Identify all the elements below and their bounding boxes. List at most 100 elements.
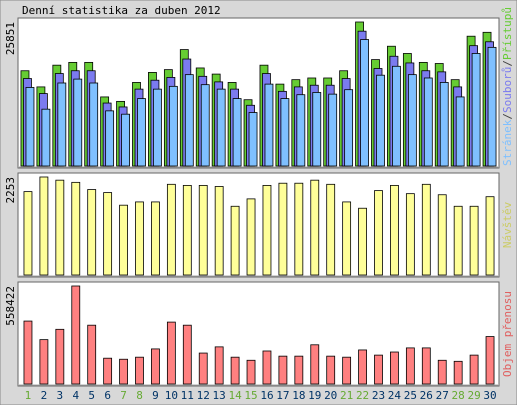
y-max-label: 25851 bbox=[4, 22, 17, 55]
bar bbox=[182, 324, 192, 385]
panel bbox=[17, 281, 500, 387]
bar bbox=[342, 356, 352, 385]
bar bbox=[360, 39, 369, 167]
bar bbox=[278, 182, 288, 276]
bar bbox=[41, 108, 51, 167]
x-tick-label: 20 bbox=[324, 389, 337, 402]
x-tick-label: 10 bbox=[165, 389, 178, 402]
x-tick-label: 13 bbox=[213, 389, 226, 402]
y-max-label: 2253 bbox=[4, 177, 17, 204]
bar bbox=[57, 82, 67, 167]
bar bbox=[294, 355, 304, 385]
x-tick-label: 14 bbox=[228, 389, 242, 402]
bar bbox=[485, 336, 495, 385]
bar bbox=[55, 179, 65, 276]
bar bbox=[119, 358, 128, 385]
bar bbox=[310, 179, 320, 276]
x-tick-label: 18 bbox=[292, 389, 305, 402]
x-tick-label: 30 bbox=[483, 389, 496, 402]
bar bbox=[376, 74, 385, 167]
bar bbox=[55, 328, 65, 385]
y-max-label: 558422 bbox=[4, 286, 17, 326]
bar bbox=[182, 184, 192, 276]
panel bbox=[17, 17, 500, 169]
bar bbox=[87, 189, 97, 276]
legend: Stránek/Souborů/Přístupů bbox=[501, 7, 514, 166]
x-tick-label: 19 bbox=[308, 389, 321, 402]
bar bbox=[421, 183, 431, 276]
x-tick-label: 8 bbox=[136, 389, 143, 402]
legend-separator: / bbox=[501, 60, 514, 67]
bar bbox=[328, 93, 338, 167]
bar bbox=[135, 201, 144, 276]
bar bbox=[487, 46, 497, 167]
bar bbox=[312, 92, 322, 167]
x-tick-label: 9 bbox=[152, 389, 159, 402]
x-tick-label: 11 bbox=[181, 389, 194, 402]
bar bbox=[89, 82, 99, 167]
bar bbox=[71, 181, 81, 276]
bar bbox=[310, 344, 320, 385]
bar bbox=[405, 347, 415, 385]
bar bbox=[166, 183, 176, 276]
x-tick-label: 29 bbox=[467, 389, 480, 402]
bar bbox=[39, 339, 49, 385]
x-tick-label: 26 bbox=[420, 389, 433, 402]
bar bbox=[358, 349, 367, 385]
bar bbox=[73, 78, 83, 167]
series-label: Návštěv bbox=[501, 201, 514, 248]
bar bbox=[280, 98, 290, 167]
bar bbox=[374, 190, 383, 276]
bar bbox=[198, 352, 208, 385]
bar bbox=[214, 346, 224, 385]
bar bbox=[121, 113, 130, 167]
bar bbox=[437, 194, 447, 276]
legend-entry: Stránek bbox=[501, 119, 514, 166]
x-tick-label: 22 bbox=[356, 389, 369, 402]
bar bbox=[230, 205, 240, 276]
bar bbox=[407, 74, 417, 167]
x-tick-label: 4 bbox=[72, 389, 79, 402]
bar bbox=[246, 359, 256, 385]
bar bbox=[262, 184, 272, 276]
bar bbox=[25, 87, 35, 167]
bar bbox=[23, 320, 33, 385]
bar bbox=[405, 193, 415, 276]
bar bbox=[390, 184, 399, 276]
x-tick-label: 12 bbox=[197, 389, 210, 402]
bar bbox=[151, 201, 160, 276]
bar bbox=[153, 88, 162, 167]
legend-entry: Přístupů bbox=[501, 7, 514, 60]
bar bbox=[232, 98, 242, 167]
bar bbox=[87, 324, 97, 385]
bar bbox=[421, 347, 431, 385]
x-tick-label: 25 bbox=[404, 389, 417, 402]
bar bbox=[230, 356, 240, 385]
bar bbox=[103, 192, 113, 276]
bar bbox=[23, 191, 33, 276]
x-tick-label: 15 bbox=[244, 389, 257, 402]
bar bbox=[453, 360, 463, 385]
series-label: Objem přenosu bbox=[501, 291, 514, 377]
x-tick-label: 6 bbox=[104, 389, 111, 402]
bar bbox=[342, 201, 352, 276]
bar bbox=[39, 176, 49, 276]
bar bbox=[471, 53, 481, 167]
bar bbox=[168, 85, 178, 167]
x-tick-label: 17 bbox=[276, 389, 289, 402]
bar bbox=[439, 82, 449, 167]
bar bbox=[71, 285, 81, 385]
x-tick-label: 16 bbox=[260, 389, 273, 402]
x-tick-label: 3 bbox=[57, 389, 64, 402]
legend-separator: / bbox=[501, 113, 514, 120]
x-tick-label: 7 bbox=[120, 389, 127, 402]
bar bbox=[166, 321, 176, 385]
x-tick-label: 1 bbox=[25, 389, 32, 402]
bar bbox=[453, 205, 463, 276]
bar bbox=[248, 112, 258, 167]
bar bbox=[135, 356, 144, 385]
x-tick-label: 28 bbox=[452, 389, 465, 402]
x-tick-label: 24 bbox=[388, 389, 402, 402]
chart-title: Denní statistika za duben 2012 bbox=[22, 4, 221, 17]
